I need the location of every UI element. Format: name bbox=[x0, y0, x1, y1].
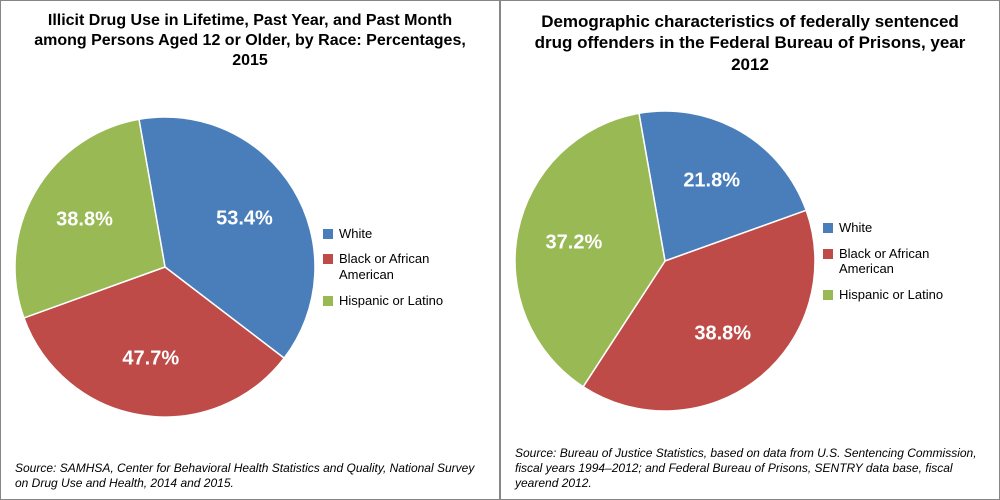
slice-percent-label: 47.7% bbox=[122, 347, 179, 370]
legend-label: White bbox=[839, 220, 872, 236]
pie-chart: 53.4% 47.7% 38.8% bbox=[15, 117, 315, 417]
legend-swatch bbox=[823, 223, 833, 233]
legend-item: Hispanic or Latino bbox=[823, 287, 983, 303]
panel-left: Illicit Drug Use in Lifetime, Past Year,… bbox=[0, 0, 500, 500]
chart-title: Demographic characteristics of federally… bbox=[515, 11, 985, 81]
legend-label: Hispanic or Latino bbox=[339, 293, 443, 309]
chart-source: Source: Bureau of Justice Statistics, ba… bbox=[515, 442, 985, 491]
legend: White Black or African American Hispanic o… bbox=[323, 226, 483, 308]
legend-item: Black or African American bbox=[323, 251, 483, 282]
pie-chart: 21.8% 38.8% 37.2% bbox=[515, 111, 815, 411]
slice-percent-label: 37.2% bbox=[546, 231, 603, 254]
legend: White Black or African American Hispanic o… bbox=[823, 220, 983, 302]
legend-item: White bbox=[823, 220, 983, 236]
chart-body: 53.4% 47.7% 38.8% White Black or African Am… bbox=[15, 77, 485, 457]
legend-item: Black or African American bbox=[823, 246, 983, 277]
chart-source: Source: SAMHSA, Center for Behavioral He… bbox=[15, 457, 485, 491]
slice-percent-label: 53.4% bbox=[216, 207, 273, 230]
slice-percent-label: 38.8% bbox=[56, 209, 113, 232]
slice-percent-label: 38.8% bbox=[694, 323, 751, 346]
chart-title: Illicit Drug Use in Lifetime, Past Year,… bbox=[15, 11, 485, 77]
legend-swatch bbox=[323, 229, 333, 239]
legend-label: White bbox=[339, 226, 372, 242]
chart-body: 21.8% 38.8% 37.2% White Black or African Am… bbox=[515, 81, 985, 442]
slice-percent-label: 21.8% bbox=[683, 169, 740, 192]
legend-item: White bbox=[323, 226, 483, 242]
legend-swatch bbox=[323, 254, 333, 264]
legend-swatch bbox=[823, 290, 833, 300]
legend-label: Black or African American bbox=[839, 246, 983, 277]
panel-right: Demographic characteristics of federally… bbox=[500, 0, 1000, 500]
legend-swatch bbox=[323, 296, 333, 306]
legend-swatch bbox=[823, 249, 833, 259]
legend-label: Hispanic or Latino bbox=[839, 287, 943, 303]
legend-item: Hispanic or Latino bbox=[323, 293, 483, 309]
legend-label: Black or African American bbox=[339, 251, 483, 282]
